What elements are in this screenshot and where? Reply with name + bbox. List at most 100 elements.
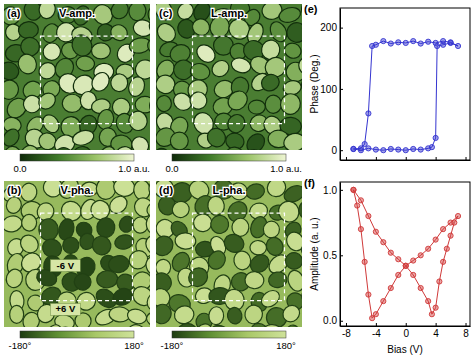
image <box>156 181 302 327</box>
data-point <box>358 227 363 232</box>
tick: -8 <box>342 323 351 339</box>
axis: 0.00.51.0 <box>323 183 343 327</box>
grain <box>248 100 265 114</box>
grain <box>36 90 59 113</box>
data-point <box>429 312 434 317</box>
grain <box>124 321 150 327</box>
data-point <box>388 41 393 46</box>
data-line <box>353 190 458 318</box>
grain <box>88 69 112 94</box>
data-point <box>441 227 446 232</box>
grain <box>188 90 208 110</box>
grain <box>108 22 130 44</box>
grain <box>282 131 302 150</box>
data-point <box>455 43 460 48</box>
image <box>4 181 150 327</box>
data-point <box>351 187 356 192</box>
grain <box>148 109 150 133</box>
data-point <box>403 263 408 268</box>
data-point <box>411 258 416 263</box>
grain <box>21 214 36 231</box>
data-point <box>411 272 416 277</box>
tick-mark <box>340 150 343 151</box>
data-point <box>396 40 401 45</box>
grain <box>4 126 22 149</box>
chart: 0100200(e)Phase (Deg.) <box>304 3 471 161</box>
grain <box>258 287 282 310</box>
grain <box>172 303 196 326</box>
data-point <box>355 203 360 208</box>
panel-title: V-amp. <box>59 7 95 19</box>
dashed-region <box>41 213 133 301</box>
grain <box>209 57 232 80</box>
grain <box>299 263 302 291</box>
grain <box>20 182 38 202</box>
grain <box>156 4 175 23</box>
grain <box>244 182 266 202</box>
data-point <box>351 146 356 151</box>
grain <box>17 231 42 256</box>
grain <box>112 181 136 198</box>
grain <box>170 200 191 220</box>
grain <box>146 16 150 40</box>
grain <box>96 217 116 239</box>
tick-mark <box>376 323 377 326</box>
data-point <box>444 246 449 251</box>
colorbar-tick-label: 180° <box>276 340 296 351</box>
grain <box>226 306 243 325</box>
grain <box>149 72 150 96</box>
grain <box>39 218 59 240</box>
tick-mark <box>346 323 347 326</box>
axis-title: Bias (V) <box>387 344 423 355</box>
data-point <box>403 40 408 45</box>
data-point <box>411 146 416 151</box>
data-point <box>418 41 423 46</box>
colorbar-tick-label: -180° <box>9 340 32 351</box>
grain <box>205 248 229 273</box>
data-point <box>433 237 438 242</box>
grain <box>249 240 267 256</box>
grain <box>189 16 212 39</box>
axis <box>341 157 471 161</box>
grain <box>302 134 303 150</box>
grain <box>128 36 150 55</box>
grain <box>96 181 116 200</box>
data-point <box>411 38 416 43</box>
grain <box>21 327 43 328</box>
data-point <box>366 111 371 116</box>
grain <box>18 21 40 40</box>
grain <box>302 248 303 272</box>
tick <box>376 157 377 160</box>
image-background <box>156 181 302 327</box>
grain <box>284 251 302 271</box>
tick-mark <box>340 321 343 322</box>
tick-label: -4 <box>372 328 381 339</box>
tick-label: 0.0 <box>323 315 337 326</box>
plot-frame <box>340 8 470 160</box>
dashed-region <box>41 36 133 124</box>
tick: -4 <box>372 323 381 339</box>
data-point <box>448 40 453 45</box>
data-point <box>388 146 393 151</box>
grain <box>126 75 147 99</box>
grain <box>298 324 302 327</box>
tick-label: 100 <box>320 84 337 95</box>
data-point <box>381 148 386 153</box>
grain <box>192 321 215 327</box>
grain <box>286 21 302 43</box>
grain <box>89 233 115 259</box>
grain <box>147 145 150 150</box>
grain <box>283 229 302 254</box>
data-point <box>366 213 371 218</box>
grain <box>18 143 41 150</box>
data-point <box>388 285 393 290</box>
grain <box>110 285 135 308</box>
plot-frame <box>340 182 470 326</box>
axis-line <box>340 9 341 161</box>
grain <box>209 214 230 235</box>
tick: 8 <box>463 323 469 339</box>
grain <box>10 305 24 323</box>
data-point <box>388 250 393 255</box>
tick-label: 0.5 <box>323 250 337 261</box>
tick-mark <box>340 89 343 90</box>
